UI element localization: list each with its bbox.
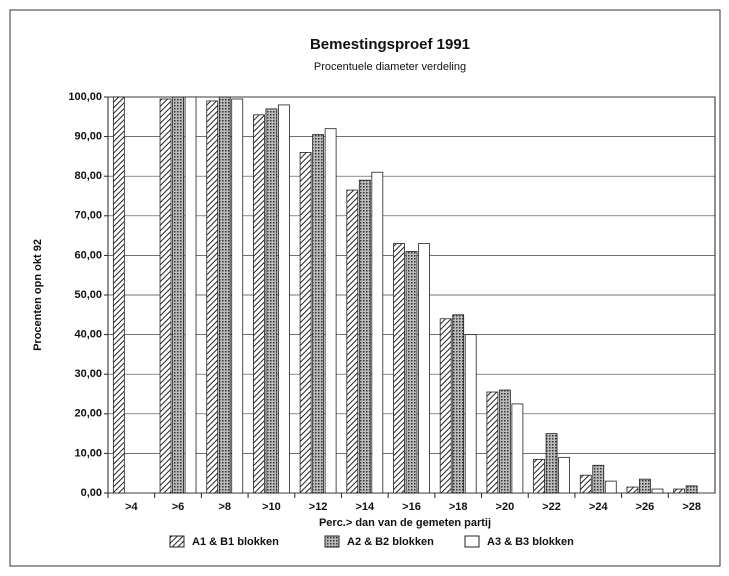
bar	[579, 474, 592, 494]
bar	[312, 134, 325, 494]
chart-title: Bemestingsproef 1991	[310, 36, 470, 53]
x-tick-label: >14	[355, 501, 375, 513]
x-tick-label: >20	[496, 501, 515, 513]
bar	[324, 128, 337, 494]
y-tick-label: 100,00	[68, 91, 102, 103]
bar	[673, 488, 686, 494]
bar	[533, 458, 545, 494]
bar	[218, 96, 231, 494]
x-tick-label: >12	[309, 501, 328, 513]
bar	[159, 98, 172, 494]
legend-swatch	[169, 535, 185, 548]
bar	[545, 433, 558, 494]
bar	[558, 456, 570, 494]
x-tick-label: >22	[542, 501, 561, 513]
x-tick-label: >28	[682, 501, 701, 513]
chart-subtitle: Procentuele diameter verdeling	[314, 61, 466, 73]
legend-swatch	[464, 535, 480, 548]
bar	[265, 108, 278, 494]
bar	[511, 403, 524, 494]
y-tick-label: 20,00	[74, 408, 102, 420]
bar	[278, 104, 290, 494]
y-tick-label: 70,00	[74, 210, 102, 222]
x-tick-label: >4	[125, 501, 138, 513]
bar	[452, 314, 465, 494]
y-tick-label: 50,00	[74, 289, 102, 301]
bar	[405, 251, 418, 494]
bar	[346, 189, 359, 494]
y-tick-label: 40,00	[74, 329, 102, 341]
bar	[464, 334, 477, 494]
x-tick-label: >8	[218, 501, 231, 513]
bar	[651, 488, 664, 494]
bar	[358, 179, 371, 494]
bar	[231, 98, 244, 494]
y-tick-label: 0,00	[81, 487, 102, 499]
bar	[112, 96, 125, 494]
bar	[592, 464, 605, 494]
bar	[498, 389, 511, 494]
bar	[439, 318, 452, 494]
bar	[393, 243, 405, 494]
bar	[418, 243, 430, 494]
bar	[184, 96, 197, 494]
y-tick-label: 30,00	[74, 368, 102, 380]
x-tick-label: >18	[449, 501, 468, 513]
frame	[9, 9, 721, 567]
x-tick-label: >26	[636, 501, 655, 513]
x-tick-label: >24	[589, 501, 609, 513]
y-tick-label: 90,00	[74, 131, 102, 143]
bar	[626, 486, 639, 494]
y-tick-label: 10,00	[74, 447, 102, 459]
legend-label: A1 & B1 blokken	[192, 536, 279, 548]
bar	[604, 480, 617, 494]
bar	[299, 152, 312, 494]
bar	[371, 171, 384, 494]
bar	[486, 391, 499, 494]
bar	[206, 100, 219, 494]
bar	[639, 478, 651, 494]
y-axis-label: Procenten opn okt 92	[32, 239, 44, 351]
y-tick-label: 60,00	[74, 249, 102, 261]
x-axis-label: Perc.> dan van de gemeten partij	[319, 517, 491, 529]
bar	[172, 96, 184, 494]
legend-swatch	[324, 535, 340, 548]
bar	[685, 485, 698, 494]
x-tick-label: >10	[262, 501, 281, 513]
legend-label: A3 & B3 blokken	[487, 536, 574, 548]
x-tick-label: >6	[172, 501, 185, 513]
x-tick-label: >16	[402, 501, 421, 513]
bar	[253, 114, 265, 494]
y-tick-label: 80,00	[74, 170, 102, 182]
legend-label: A2 & B2 blokken	[347, 536, 434, 548]
